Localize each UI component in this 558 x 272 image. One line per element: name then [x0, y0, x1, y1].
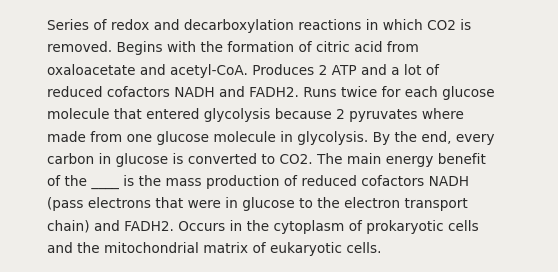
Text: and the mitochondrial matrix of eukaryotic cells.: and the mitochondrial matrix of eukaryot… — [47, 242, 382, 256]
Text: molecule that entered glycolysis because 2 pyruvates where: molecule that entered glycolysis because… — [47, 108, 464, 122]
Text: made from one glucose molecule in glycolysis. By the end, every: made from one glucose molecule in glycol… — [47, 131, 495, 144]
Text: carbon in glucose is converted to CO2. The main energy benefit: carbon in glucose is converted to CO2. T… — [47, 153, 487, 167]
Text: removed. Begins with the formation of citric acid from: removed. Begins with the formation of ci… — [47, 41, 419, 55]
Text: of the ____ is the mass production of reduced cofactors NADH: of the ____ is the mass production of re… — [47, 175, 469, 189]
Text: (pass electrons that were in glucose to the electron transport: (pass electrons that were in glucose to … — [47, 197, 468, 211]
Text: reduced cofactors NADH and FADH2. Runs twice for each glucose: reduced cofactors NADH and FADH2. Runs t… — [47, 86, 495, 100]
Text: oxaloacetate and acetyl-CoA. Produces 2 ATP and a lot of: oxaloacetate and acetyl-CoA. Produces 2 … — [47, 64, 440, 78]
Text: chain) and FADH2. Occurs in the cytoplasm of prokaryotic cells: chain) and FADH2. Occurs in the cytoplas… — [47, 220, 479, 234]
Text: Series of redox and decarboxylation reactions in which CO2 is: Series of redox and decarboxylation reac… — [47, 19, 472, 33]
